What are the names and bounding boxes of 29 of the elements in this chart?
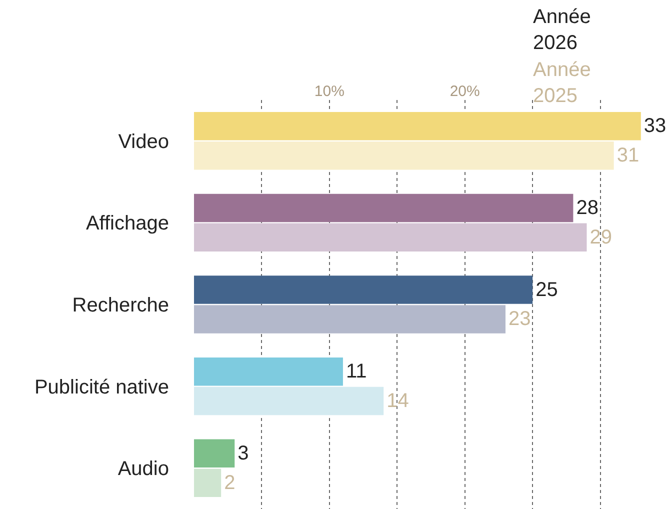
data-label: 33 <box>644 115 666 138</box>
data-label: 29 <box>590 226 612 248</box>
y-tick-label: Video <box>118 130 169 153</box>
x-tick-label: 10% <box>314 83 344 100</box>
y-tick-label: Recherche <box>72 294 169 316</box>
data-label: 11 <box>346 360 367 383</box>
data-label: 28 <box>576 196 598 219</box>
text: Année 2026 <box>533 6 591 54</box>
bar <box>194 439 235 468</box>
bar <box>194 468 222 497</box>
bar <box>194 386 384 416</box>
y-tick-label: Affichage <box>86 212 169 235</box>
bar <box>194 305 506 334</box>
data-label: 25 <box>536 278 558 301</box>
bar <box>194 112 641 140</box>
data-label: 2 <box>224 472 236 494</box>
y-tick-label: Publicité native <box>34 376 169 398</box>
bar <box>194 357 343 386</box>
data-label: 23 <box>508 308 531 330</box>
bar <box>194 141 614 170</box>
bar <box>194 276 533 304</box>
x-tick-label: 20% <box>450 83 480 100</box>
bar <box>194 223 587 252</box>
data-label: 3 <box>238 442 249 464</box>
y-tick-label: Audio <box>118 458 169 480</box>
data-label: 31 <box>616 144 640 167</box>
data-label: 14 <box>386 390 409 412</box>
series-label: Année 2025 <box>533 59 591 107</box>
bar <box>194 194 574 222</box>
